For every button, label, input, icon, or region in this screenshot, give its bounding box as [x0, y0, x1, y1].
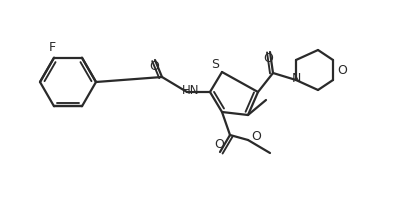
Text: O: O — [149, 60, 159, 73]
Text: O: O — [251, 130, 261, 142]
Text: HN: HN — [182, 84, 200, 98]
Text: O: O — [337, 64, 347, 76]
Text: O: O — [214, 138, 224, 152]
Text: S: S — [211, 58, 219, 71]
Text: O: O — [263, 52, 273, 66]
Text: F: F — [48, 41, 56, 54]
Text: N: N — [291, 72, 301, 86]
